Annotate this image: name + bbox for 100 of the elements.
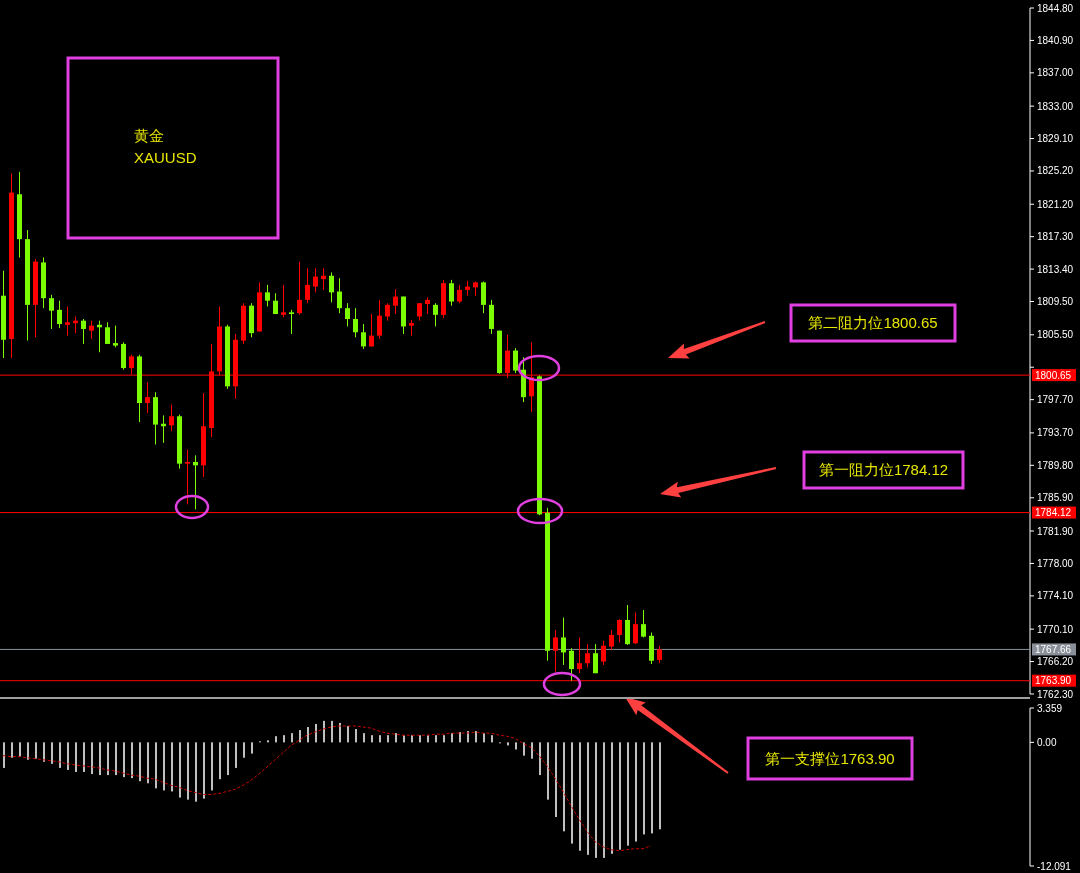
candlestick: [185, 449, 190, 505]
bar: [67, 742, 69, 770]
candlestick: [113, 325, 118, 348]
bar: [611, 742, 613, 854]
y-tick-label: 1778.00: [1037, 557, 1074, 569]
candlestick: [305, 267, 310, 304]
candlestick: [265, 284, 270, 308]
bar: [587, 742, 589, 855]
annotation: 第一阻力位1784.12: [818, 461, 949, 479]
bar: [387, 735, 389, 743]
y-tick-label: 1833.00: [1037, 100, 1074, 112]
bar: [515, 742, 517, 750]
bar: [51, 742, 53, 764]
bar: [451, 733, 453, 743]
y-tick-label: 1770.10: [1037, 623, 1074, 635]
ref-line-label: 1767.66: [1035, 643, 1072, 655]
candlestick: [89, 320, 94, 340]
candlestick: [393, 288, 398, 315]
bar: [283, 735, 285, 743]
candlestick: [433, 302, 438, 327]
candlestick: [377, 299, 382, 340]
candlestick: [337, 277, 342, 314]
bar: [171, 742, 173, 792]
bar: [419, 735, 421, 743]
bar: [115, 742, 117, 776]
bar: [331, 720, 333, 743]
candlestick: [281, 284, 286, 318]
bar: [139, 742, 141, 782]
bar: [11, 742, 13, 758]
y-tick-label: 1805.50: [1037, 329, 1074, 341]
bar: [91, 742, 93, 775]
bar: [3, 742, 5, 768]
ref-line-label: 1800.65: [1035, 369, 1072, 381]
bar: [475, 731, 477, 743]
bar: [163, 742, 165, 791]
y-tick-label: 1840.90: [1037, 34, 1074, 46]
bar: [459, 732, 461, 743]
candlestick: [345, 302, 350, 327]
y-tick-label: 1817.30: [1037, 231, 1074, 243]
bar: [275, 736, 277, 743]
y-tick-label: 1785.90: [1037, 492, 1074, 504]
bar: [179, 742, 181, 798]
bar: [379, 735, 381, 743]
candlestick: [569, 647, 574, 682]
candlestick: [169, 404, 174, 432]
candlestick: [601, 640, 606, 666]
bar: [147, 742, 149, 784]
bar: [83, 742, 85, 773]
bar: [595, 742, 597, 858]
candlestick: [617, 618, 622, 643]
ref-line-label: 1784.12: [1035, 507, 1072, 519]
bar: [227, 742, 229, 776]
bar: [571, 742, 573, 844]
bar: [219, 742, 221, 780]
annotation: XAUUSD: [134, 149, 197, 166]
annotation: 黄金: [134, 127, 164, 144]
bar: [355, 729, 357, 743]
bar: [299, 730, 301, 743]
bar: [491, 735, 493, 743]
bar: [107, 742, 109, 776]
bar: [435, 735, 437, 743]
bar: [547, 742, 549, 800]
bar: [267, 740, 269, 743]
y-tick-label: 1766.20: [1037, 656, 1074, 668]
bar: [563, 742, 565, 832]
bar: [531, 742, 533, 759]
candlestick: [145, 381, 150, 414]
bar: [507, 742, 509, 746]
bar: [363, 733, 365, 743]
bar: [211, 742, 213, 791]
candlestick: [561, 617, 566, 666]
bar: [603, 742, 605, 858]
candlestick: [65, 306, 70, 337]
y-tick-label: 1821.20: [1037, 198, 1074, 210]
line-series: [2, 725, 652, 852]
bar: [659, 742, 661, 830]
candlestick: [481, 281, 486, 314]
candlestick: [289, 309, 294, 335]
bar: [643, 742, 645, 835]
ref-line-label: 1763.90: [1035, 675, 1072, 687]
bar: [19, 742, 21, 757]
bar: [155, 742, 157, 789]
candlestick: [457, 284, 462, 304]
bar: [195, 742, 197, 802]
bar: [635, 742, 637, 842]
y-tick-label: -12.091: [1037, 860, 1072, 872]
bar: [443, 735, 445, 743]
bar: [323, 720, 325, 743]
candlestick: [81, 318, 86, 345]
y-tick-label: 1813.40: [1037, 263, 1074, 275]
candlestick: [57, 300, 62, 329]
bar: [203, 742, 205, 799]
bar: [99, 742, 101, 776]
y-tick-label: 1829.10: [1037, 133, 1074, 145]
bar: [187, 742, 189, 800]
bar: [307, 727, 309, 743]
candlestick: [593, 643, 598, 674]
bar: [539, 742, 541, 776]
bar: [251, 742, 253, 754]
y-tick-label: 1789.80: [1037, 459, 1074, 471]
